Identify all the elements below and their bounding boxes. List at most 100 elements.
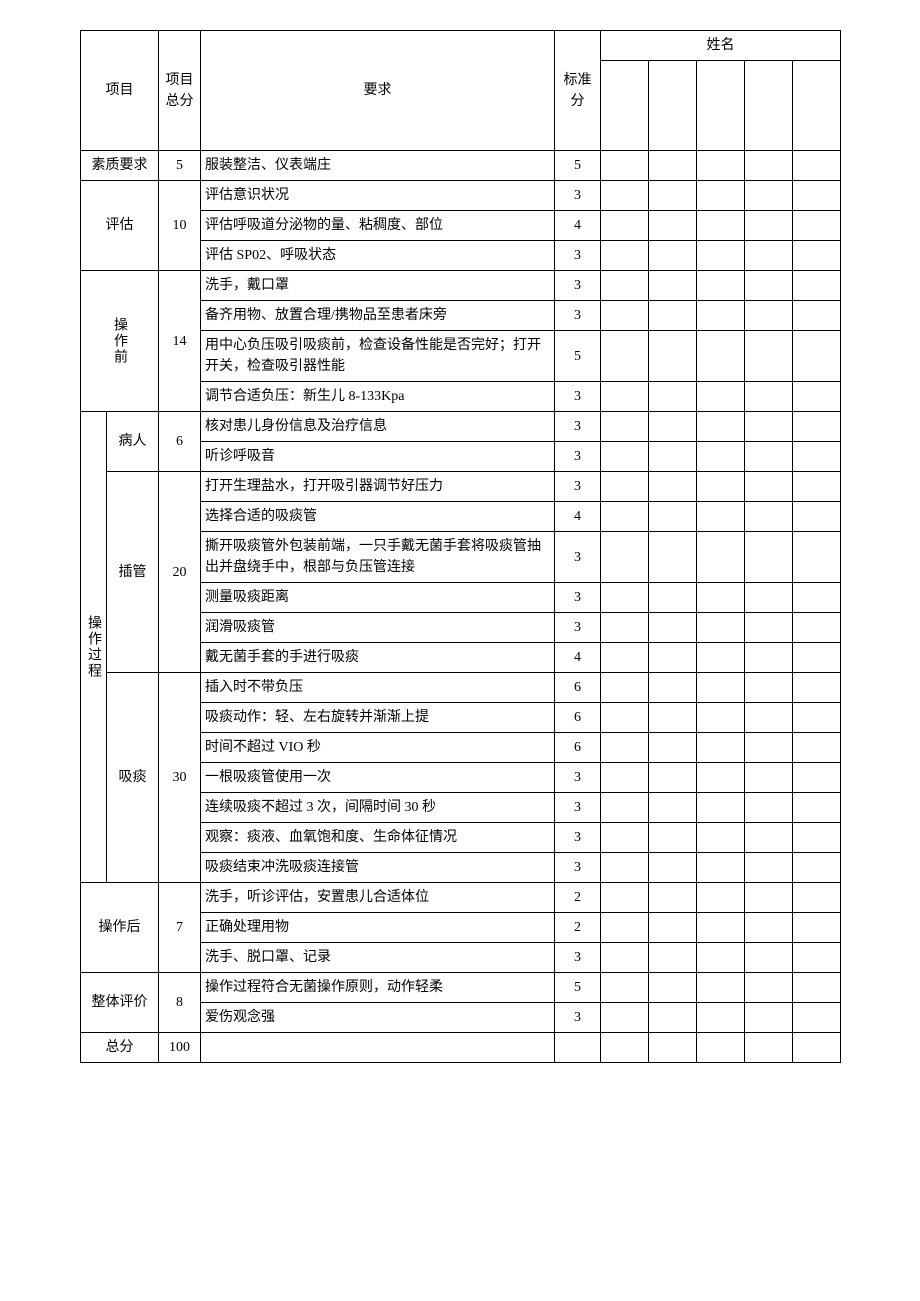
header-name-sub [649,61,697,151]
score-cell [745,733,793,763]
score-cell [745,241,793,271]
section-total: 14 [159,271,201,412]
score-cell [745,643,793,673]
score-cell [697,382,745,412]
subsection-total: 30 [159,673,201,883]
score-cell [745,913,793,943]
score-cell [745,151,793,181]
score-cell [745,943,793,973]
std-score-cell: 3 [555,382,601,412]
std-score-cell: 3 [555,301,601,331]
requirement-cell: 撕开吸痰管外包装前端，一只手戴无菌手套将吸痰管抽出并盘绕手中，根部与负压管连接 [201,532,555,583]
requirement-cell: 评估意识状况 [201,181,555,211]
score-cell [793,793,841,823]
requirement-cell: 测量吸痰距离 [201,583,555,613]
std-score-cell: 3 [555,472,601,502]
requirement-cell: 调节合适负压：新生儿 8-133Kpa [201,382,555,412]
std-score-cell: 4 [555,211,601,241]
header-name-sub [697,61,745,151]
score-cell [697,271,745,301]
std-score-cell: 3 [555,241,601,271]
score-cell [745,793,793,823]
requirement-cell: 服装整洁、仪表端庄 [201,151,555,181]
score-cell [745,973,793,1003]
score-cell [793,331,841,382]
std-score-cell: 3 [555,181,601,211]
score-cell [649,583,697,613]
score-cell [745,181,793,211]
requirement-cell: 观察：痰液、血氧饱和度、生命体征情况 [201,823,555,853]
score-cell [601,913,649,943]
score-cell [697,793,745,823]
score-cell [697,853,745,883]
score-cell [793,973,841,1003]
score-cell [649,331,697,382]
score-cell [601,643,649,673]
subsection-label: 插管 [107,472,159,673]
subsection-total: 6 [159,412,201,472]
score-cell [793,271,841,301]
std-score-cell: 2 [555,913,601,943]
score-cell [745,583,793,613]
score-cell [601,271,649,301]
score-cell [793,211,841,241]
score-cell [745,823,793,853]
section-total: 7 [159,883,201,973]
score-cell [793,151,841,181]
score-cell [601,793,649,823]
score-cell [745,412,793,442]
score-cell [649,241,697,271]
score-cell [745,211,793,241]
std-score-cell: 3 [555,442,601,472]
score-cell [697,472,745,502]
std-score-cell: 3 [555,271,601,301]
score-cell [649,532,697,583]
score-cell [793,643,841,673]
score-cell [601,883,649,913]
score-cell [601,733,649,763]
score-cell [793,301,841,331]
header-total: 项目总分 [159,31,201,151]
score-cell [649,151,697,181]
score-cell [793,1033,841,1063]
score-cell [601,532,649,583]
requirement-cell: 润滑吸痰管 [201,613,555,643]
score-cell [649,613,697,643]
footer-label: 总分 [81,1033,159,1063]
std-score-cell: 4 [555,643,601,673]
score-cell [649,883,697,913]
score-cell [601,412,649,442]
score-cell [649,823,697,853]
score-cell [697,151,745,181]
header-item: 项目 [81,31,159,151]
score-cell [649,382,697,412]
std-score-cell: 3 [555,1003,601,1033]
score-cell [745,883,793,913]
score-cell [601,241,649,271]
requirement-cell: 打开生理盐水，打开吸引器调节好压力 [201,472,555,502]
score-cell [649,301,697,331]
scoring-table: 项目项目总分要求标准分姓名素质要求5服装整洁、仪表端庄5评估10评估意识状况3评… [80,30,841,1063]
score-cell [745,532,793,583]
requirement-cell: 选择合适的吸痰管 [201,502,555,532]
score-cell [697,583,745,613]
header-std: 标准分 [555,31,601,151]
requirement-cell: 洗手、脱口罩、记录 [201,943,555,973]
header-name-sub [745,61,793,151]
score-cell [601,181,649,211]
score-cell [745,472,793,502]
requirement-cell: 时间不超过 VIO 秒 [201,733,555,763]
score-cell [601,502,649,532]
score-cell [649,673,697,703]
std-score-cell: 3 [555,793,601,823]
score-cell [697,181,745,211]
requirement-cell: 爱伤观念强 [201,1003,555,1033]
score-cell [793,733,841,763]
section-label: 操作过程 [81,412,107,883]
score-cell [649,442,697,472]
section-label: 整体评价 [81,973,159,1033]
score-cell [793,241,841,271]
score-cell [697,331,745,382]
score-cell [697,502,745,532]
std-score-cell: 3 [555,412,601,442]
